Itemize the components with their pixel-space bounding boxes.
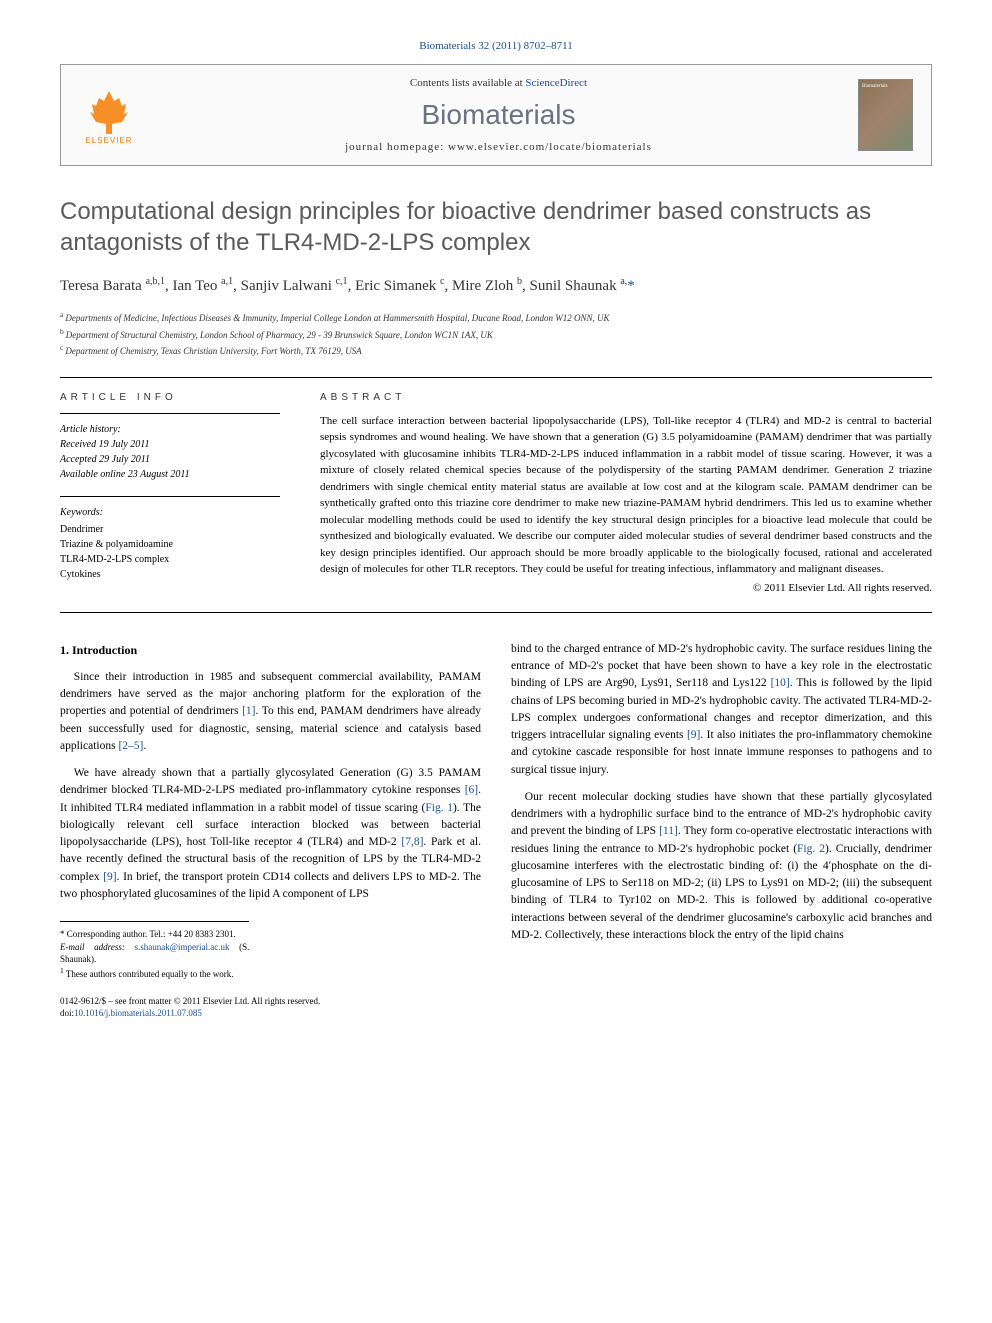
footer-matter: 0142-9612/$ – see front matter © 2011 El… [60,995,481,1020]
body-para: bind to the charged entrance of MD-2's h… [511,641,932,779]
affiliations: aDepartments of Medicine, Infectious Dis… [60,309,932,359]
affil-sup: c [60,343,63,352]
keywords-block: Keywords: Dendrimer Triazine & polyamido… [60,496,280,582]
ref-link[interactable]: [10] [771,677,790,689]
masthead-center: Contents lists available at ScienceDirec… [157,77,840,153]
masthead: ELSEVIER Contents lists available at Sci… [60,64,932,166]
affil-text: Department of Chemistry, Texas Christian… [65,346,361,356]
article-info-heading: ARTICLE INFO [60,392,280,403]
ref-link[interactable]: [7,8] [401,836,423,848]
authors-text: Teresa Barata a,b,1, Ian Teo a,1, Sanjiv… [60,278,627,294]
fig-link[interactable]: Fig. 1 [425,802,453,814]
abstract-column: ABSTRACT The cell surface interaction be… [320,392,932,594]
journal-title: Biomaterials [157,99,840,131]
keyword: Triazine & polyamidoamine [60,537,280,552]
keyword: Dendrimer [60,522,280,537]
keyword: Cytokines [60,567,280,582]
email-link[interactable]: s.shaunak@imperial.ac.uk [134,942,229,952]
journal-reference: Biomaterials 32 (2011) 8702–8711 [60,40,932,52]
info-abstract-row: ARTICLE INFO Article history: Received 1… [60,377,932,613]
body-columns: 1. Introduction Since their introduction… [60,641,932,1020]
keyword: TLR4-MD-2-LPS complex [60,552,280,567]
sciencedirect-link[interactable]: ScienceDirect [525,77,587,89]
journal-cover-thumbnail [858,79,913,151]
affil-text: Departments of Medicine, Infectious Dise… [65,313,609,323]
author-list: Teresa Barata a,b,1, Ian Teo a,1, Sanjiv… [60,276,932,295]
ref-link[interactable]: [2–5] [118,740,143,752]
homepage-url: www.elsevier.com/locate/biomaterials [448,141,652,153]
elsevier-tree-icon [84,86,134,136]
footnotes: * Corresponding author. Tel.: +44 20 838… [60,921,249,980]
ref-link[interactable]: [1] [242,705,255,717]
equal-contrib-footnote: 1 These authors contributed equally to t… [60,966,249,981]
affiliation-b: bDepartment of Structural Chemistry, Lon… [60,326,932,343]
doi-line: doi:10.1016/j.biomaterials.2011.07.085 [60,1007,481,1020]
article-title: Computational design principles for bioa… [60,196,932,258]
online-line: Available online 23 August 2011 [60,467,280,482]
homepage-prefix: journal homepage: [345,141,448,153]
affiliation-c: cDepartment of Chemistry, Texas Christia… [60,342,932,359]
affil-sup: b [60,327,64,336]
keywords-label: Keywords: [60,505,280,520]
history-label: Article history: [60,422,280,437]
article-info-column: ARTICLE INFO Article history: Received 1… [60,392,280,594]
ref-link[interactable]: [6] [465,784,478,796]
front-matter-line: 0142-9612/$ – see front matter © 2011 El… [60,995,481,1008]
ref-link[interactable]: [9] [103,871,116,883]
ref-link[interactable]: [11] [659,825,678,837]
right-column: bind to the charged entrance of MD-2's h… [511,641,932,1020]
email-footnote: E-mail address: s.shaunak@imperial.ac.uk… [60,941,249,966]
corresponding-author-marker[interactable]: * [627,278,635,294]
email-label: E-mail address: [60,942,134,952]
journal-homepage-line: journal homepage: www.elsevier.com/locat… [157,141,840,153]
body-para: We have already shown that a partially g… [60,765,481,903]
introduction-heading: 1. Introduction [60,641,481,659]
affiliation-a: aDepartments of Medicine, Infectious Dis… [60,309,932,326]
affil-text: Department of Structural Chemistry, Lond… [66,330,493,340]
abstract-copyright: © 2011 Elsevier Ltd. All rights reserved… [320,582,932,594]
article-history: Article history: Received 19 July 2011 A… [60,413,280,482]
contents-prefix: Contents lists available at [410,77,525,89]
body-para: Since their introduction in 1985 and sub… [60,669,481,755]
doi-label: doi: [60,1008,74,1018]
contents-available-line: Contents lists available at ScienceDirec… [157,77,840,89]
body-para: Our recent molecular docking studies hav… [511,789,932,944]
received-line: Received 19 July 2011 [60,437,280,452]
ref-link[interactable]: [9] [687,729,700,741]
abstract-text: The cell surface interaction between bac… [320,413,932,578]
abstract-heading: ABSTRACT [320,392,932,403]
accepted-line: Accepted 29 July 2011 [60,452,280,467]
publisher-logo: ELSEVIER [79,80,139,150]
doi-link[interactable]: 10.1016/j.biomaterials.2011.07.085 [74,1008,202,1018]
fig-link[interactable]: Fig. 2 [797,843,825,855]
corresponding-footnote: * Corresponding author. Tel.: +44 20 838… [60,928,249,941]
affil-sup: a [60,310,63,319]
left-column: 1. Introduction Since their introduction… [60,641,481,1020]
publisher-name: ELSEVIER [85,136,132,145]
